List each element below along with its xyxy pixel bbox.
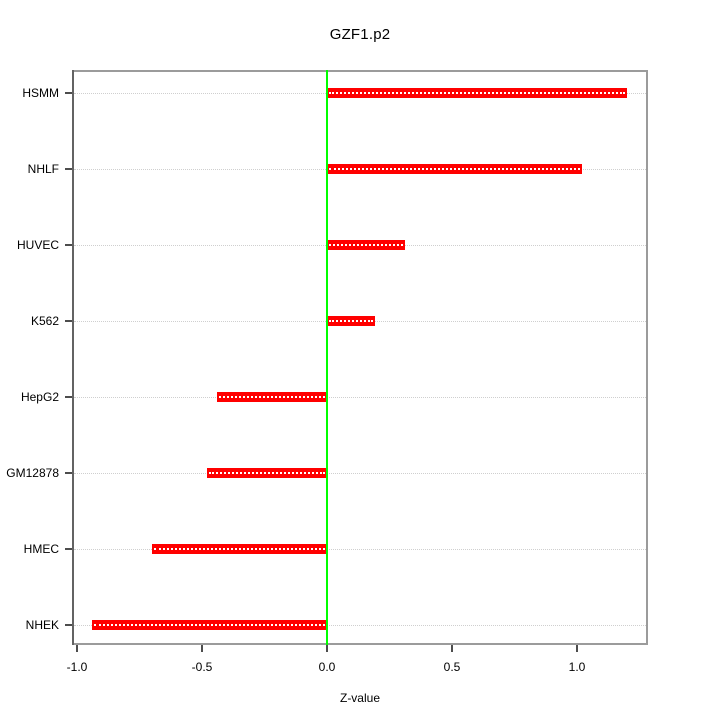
x-axis-title: Z-value xyxy=(339,691,380,705)
bar xyxy=(327,240,405,250)
bar xyxy=(207,468,327,478)
category-label: NHEK xyxy=(25,618,59,632)
category-label: HSMM xyxy=(22,86,59,100)
category-label: GM12878 xyxy=(6,466,59,480)
category-label: HMEC xyxy=(23,542,59,556)
category-label: K562 xyxy=(30,314,59,328)
y-axis-tick xyxy=(65,320,72,322)
category-label: HepG2 xyxy=(20,390,59,404)
x-axis-tick xyxy=(326,645,328,652)
y-axis-tick xyxy=(65,396,72,398)
bar xyxy=(92,620,327,630)
zero-reference-line xyxy=(326,70,328,645)
plot-area: Z-value HSMM NHLF HUVEC K562 HepG2 GM12878 HME… xyxy=(6,70,648,705)
plot-frame-right xyxy=(646,70,648,645)
y-axis-line xyxy=(72,70,74,645)
bar xyxy=(152,544,327,554)
bar xyxy=(217,392,327,402)
bar xyxy=(327,88,627,98)
bar-center-dots xyxy=(329,168,580,170)
category-label: NHLF xyxy=(27,162,59,176)
category-label: HUVEC xyxy=(16,238,59,252)
x-axis-tick xyxy=(76,645,78,652)
x-tick-label: -0.5 xyxy=(191,660,213,674)
y-axis-tick xyxy=(65,624,72,626)
bar xyxy=(327,316,375,326)
row-gridline xyxy=(74,472,646,474)
bar-center-dots xyxy=(329,92,625,94)
plot-frame-top xyxy=(72,70,648,72)
row-gridline xyxy=(74,396,646,398)
bar xyxy=(327,164,582,174)
x-tick-label: 0.0 xyxy=(318,660,336,674)
bar-center-dots xyxy=(94,624,325,626)
x-axis-tick xyxy=(576,645,578,652)
y-axis-tick xyxy=(65,92,72,94)
bar-center-dots xyxy=(329,320,373,322)
y-axis-tick xyxy=(65,244,72,246)
row-gridline xyxy=(74,548,646,550)
x-tick-label: 0.5 xyxy=(443,660,461,674)
x-axis-tick xyxy=(201,645,203,652)
x-axis-line xyxy=(72,643,648,645)
bar-center-dots xyxy=(154,548,325,550)
row-gridline xyxy=(74,624,646,626)
x-tick-label: 1.0 xyxy=(568,660,586,674)
bar-center-dots xyxy=(329,244,403,246)
chart-title: GZF1.p2 xyxy=(329,26,391,43)
y-axis-tick xyxy=(65,548,72,550)
y-axis-tick xyxy=(65,168,72,170)
bar-center-dots xyxy=(209,472,325,474)
x-axis-tick xyxy=(451,645,453,652)
y-axis-tick xyxy=(65,472,72,474)
bar-center-dots xyxy=(219,396,325,398)
x-tick-label: -1.0 xyxy=(66,660,88,674)
